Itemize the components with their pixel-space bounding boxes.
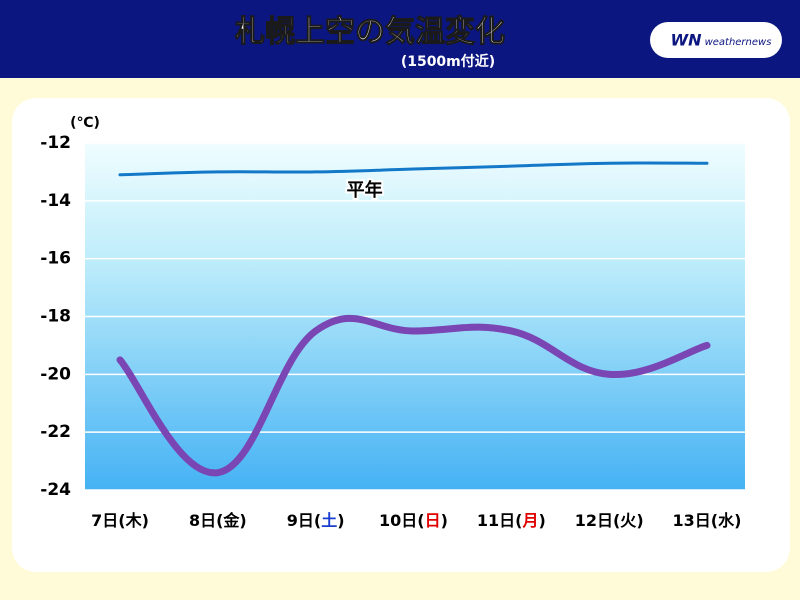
series-line — [118, 161, 709, 177]
x-tick-label: 9日(土) — [287, 511, 345, 530]
chart-subtitle: (1500m付近) — [401, 53, 495, 70]
x-tick-label: 11日(月) — [477, 511, 546, 530]
y-tick-label: -22 — [40, 422, 71, 442]
x-tick-label: 7日(木) — [91, 511, 149, 530]
y-tick-label: -24 — [40, 480, 71, 500]
x-tick-label: 12日(火) — [575, 511, 644, 530]
y-tick-label: -12 — [40, 133, 71, 153]
logo-text: weathernews — [705, 37, 772, 48]
y-tick-label: -14 — [40, 191, 71, 211]
logo-badge — [650, 22, 782, 58]
unit-label: (℃) — [70, 115, 100, 131]
series-label: 平年 — [347, 179, 383, 201]
y-tick-label: -20 — [40, 364, 71, 384]
y-tick-label: -16 — [40, 249, 71, 269]
y-tick-label: -18 — [40, 307, 71, 327]
x-tick-label: 10日(日) — [379, 511, 448, 530]
chart-title: 札幌上空の気温変化 — [235, 15, 505, 50]
series-line — [116, 314, 711, 477]
logo-mark: WN — [670, 31, 702, 50]
x-tick-label: 8日(金) — [189, 511, 247, 530]
x-tick-label: 13日(水) — [673, 511, 742, 530]
